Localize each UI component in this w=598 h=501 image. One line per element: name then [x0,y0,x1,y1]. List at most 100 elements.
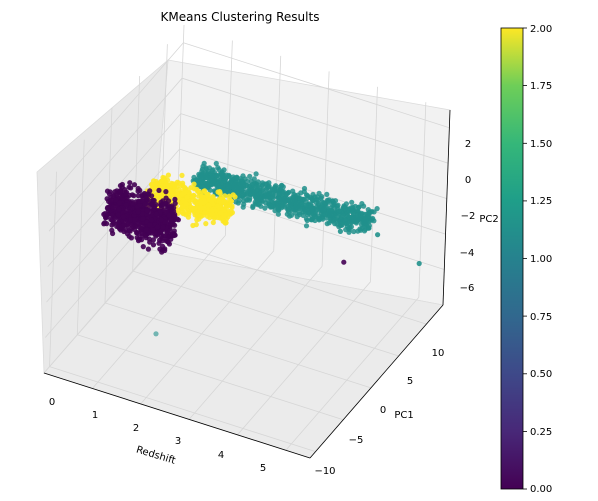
scatter-point [115,220,121,226]
scatter-point [150,237,156,243]
scatter-point [244,197,251,203]
scatter-point [105,211,111,218]
scatter-point [110,204,116,210]
scatter-point [366,223,372,229]
scatter-point [240,198,247,204]
scatter-point [147,222,153,228]
scatter-point [165,172,171,178]
scatter-point [151,197,157,204]
scatter-point [164,237,170,243]
grid-line [160,238,427,325]
scatter-point [342,217,348,223]
scatter-point [236,198,242,204]
scatter-point [298,190,304,196]
scatter-point [244,178,250,184]
scatter-point [190,207,196,213]
scatter-point [337,228,343,234]
scatter-point [139,211,145,217]
scatter-point [104,188,111,194]
scatter-point [208,199,215,205]
scatter-point [121,223,127,229]
z-axis-line [442,109,451,306]
scatter-point [239,191,245,197]
scatter-point [304,217,310,224]
scatter-point [234,175,240,181]
scatter-point [262,205,268,211]
colorbar-tick-label: 0.50 [530,369,552,380]
scatter-point [276,191,282,197]
scatter-point [112,189,118,195]
scatter-point [135,209,141,215]
scatter-point [129,192,135,198]
scatter-point [312,214,318,220]
scatter-point [203,172,209,178]
grid-line [49,366,316,453]
scatter-point [180,183,186,189]
grid-line [50,42,184,196]
scatter-point [203,221,209,227]
scatter-point [224,204,230,210]
scatter-point [358,221,364,227]
scatter-point [281,196,287,202]
scatter-point [226,173,232,179]
scatter-point [286,206,292,212]
x-axis-line [43,372,311,459]
z-tick-label: −6 [460,283,475,294]
scatter-point [143,235,149,241]
scatter-point [127,180,133,186]
scatter-point [351,208,357,214]
scatter-point [253,183,259,190]
scatter-point [332,198,339,204]
scatter-point [205,202,211,208]
grid-line [179,148,446,235]
scatter-point [188,185,194,191]
z-axis-label: PC2 [479,214,498,225]
scatter-point [213,160,219,167]
z-tick-label: −4 [460,248,475,259]
x-tick-label: 1 [92,410,98,421]
scatter-point [375,232,381,238]
scatter-point [166,212,172,218]
scatter-point [328,208,334,214]
scatter-point [198,174,205,181]
scatter-point [346,214,352,220]
scatter-point [254,192,260,198]
scatter-point [221,187,227,193]
scatter-point [116,200,123,206]
scatter-point [215,214,221,221]
scatter-point [143,195,149,201]
scatter-point [169,208,175,214]
scatter-point [123,191,129,197]
grid-line [77,334,344,421]
scatter-point [199,193,205,199]
scatter-point [169,180,175,186]
scatter-point [191,174,197,180]
scatter-point [276,187,282,193]
colorbar-tick-label: 0.00 [530,484,552,495]
grid-line [273,55,282,251]
scatter-point [113,197,119,203]
grid-line [370,86,378,282]
scatter-point [287,202,293,208]
x-tick-label: 3 [175,436,181,447]
x-tick-label: 4 [218,450,224,461]
scatter-point [207,215,213,221]
scatter-point [204,183,210,189]
scatter-point [126,184,132,190]
scatter-point [199,166,205,172]
scatter-point [343,227,349,233]
scatter-point [214,173,220,179]
grid-line [48,77,183,232]
scatter-point [157,246,163,252]
scatter-point [190,194,196,200]
scatter-point [190,222,196,229]
scatter-point [297,195,303,201]
scatter-point [120,214,127,220]
scatter-point [172,200,178,206]
colorbar-tick-label: 1.00 [530,254,552,265]
grid-line [181,77,449,164]
scatter-point [313,204,319,210]
scatter-point [359,201,365,207]
scatter-point [358,212,364,218]
scatter-point [198,200,204,206]
